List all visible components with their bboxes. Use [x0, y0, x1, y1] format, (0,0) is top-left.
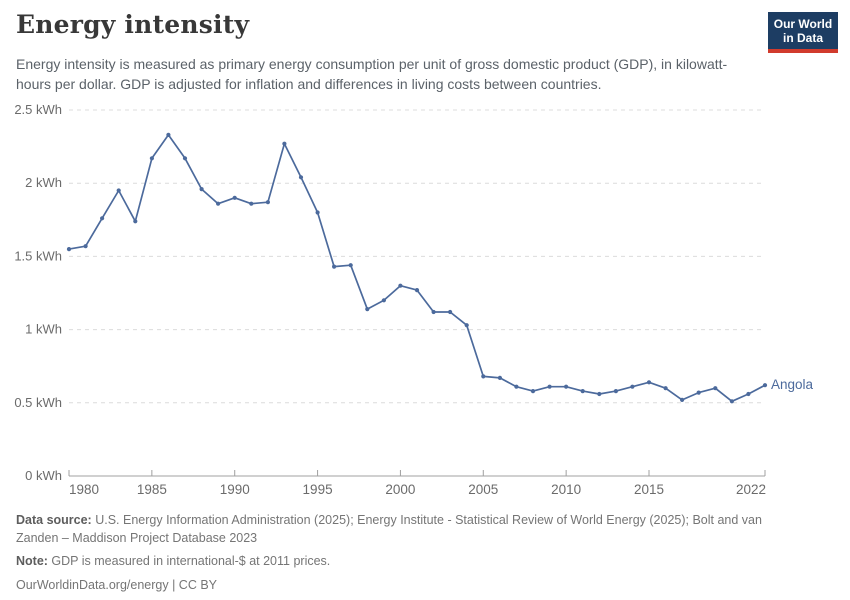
y-axis-tick-label: 2.5 kWh: [14, 102, 62, 117]
data-point[interactable]: [332, 264, 337, 269]
series-label: Angola: [771, 377, 814, 392]
data-point[interactable]: [613, 389, 619, 394]
data-point[interactable]: [365, 307, 370, 312]
data-point[interactable]: [646, 380, 652, 385]
data-point[interactable]: [431, 309, 436, 315]
y-axis-tick-label: 0 kWh: [25, 468, 62, 483]
data-point[interactable]: [265, 200, 270, 205]
data-point[interactable]: [564, 384, 569, 389]
data-point[interactable]: [83, 244, 88, 249]
data-point[interactable]: [680, 397, 685, 402]
data-point[interactable]: [381, 298, 386, 303]
data-point[interactable]: [249, 201, 254, 206]
data-point[interactable]: [116, 188, 121, 193]
data-point[interactable]: [100, 216, 105, 221]
data-point[interactable]: [630, 384, 635, 389]
energy-intensity-line-chart[interactable]: 0 kWh 0.5 kWh 1 kWh 1.5 kWh 2 kWh 2.5 kWh 1980…: [0, 88, 850, 500]
x-axis-tick-label: 1990: [220, 482, 250, 497]
chart-footer: Data source: U.S. Energy Information Adm…: [16, 512, 762, 595]
data-point[interactable]: [216, 201, 221, 206]
data-point[interactable]: [414, 288, 420, 293]
y-axis-tick-label: 2 kWh: [25, 175, 62, 190]
data-point[interactable]: [762, 383, 768, 388]
license-link[interactable]: OurWorldinData.org/energy | CC BY: [16, 578, 218, 593]
data-point[interactable]: [182, 156, 188, 161]
owid-logo-line2: in Data: [782, 31, 823, 45]
data-point[interactable]: [530, 389, 536, 394]
data-point[interactable]: [298, 175, 304, 180]
owid-logo[interactable]: Our World in Data: [768, 12, 838, 53]
chart-subtitle: Energy intensity is measured as primary …: [16, 56, 728, 93]
x-axis-tick-label: 1995: [303, 482, 333, 497]
data-point[interactable]: [232, 195, 237, 200]
data-point[interactable]: [481, 374, 486, 379]
data-point[interactable]: [166, 132, 171, 137]
y-axis-tick-label: 1 kWh: [25, 322, 62, 337]
data-point[interactable]: [497, 375, 502, 380]
data-point[interactable]: [315, 210, 320, 215]
x-axis-tick-label: 2015: [634, 482, 664, 497]
owid-logo-line1: Our World: [773, 17, 833, 31]
data-point[interactable]: [282, 141, 287, 146]
x-axis-tick-label: 1985: [137, 482, 167, 497]
note-text: GDP is measured in international-$ at 20…: [47, 553, 331, 568]
data-point[interactable]: [133, 219, 138, 224]
x-axis-tick-label: 2010: [551, 482, 581, 497]
data-point[interactable]: [398, 283, 403, 288]
data-source-line: Data source: U.S. Energy Information Adm…: [16, 512, 762, 548]
x-axis-tick-label: 2022: [736, 482, 766, 497]
data-point[interactable]: [348, 263, 353, 268]
data-point[interactable]: [199, 187, 204, 192]
data-point[interactable]: [729, 399, 735, 404]
x-axis-tick-label: 2000: [385, 482, 415, 497]
note-line: Note: GDP is measured in international-$…: [16, 553, 762, 571]
data-point[interactable]: [580, 389, 585, 394]
data-point[interactable]: [464, 323, 469, 328]
series-line: [68, 134, 766, 403]
data-point[interactable]: [597, 391, 602, 397]
y-axis-tick-label: 0.5 kWh: [14, 395, 62, 410]
page-title: Energy intensity: [16, 10, 250, 39]
data-source-label: Data source:: [16, 513, 92, 527]
data-point[interactable]: [149, 156, 154, 161]
data-point[interactable]: [448, 309, 453, 315]
data-point[interactable]: [66, 247, 72, 252]
data-point[interactable]: [713, 386, 718, 391]
data-point[interactable]: [514, 384, 519, 389]
y-axis-tick-label: 1.5 kWh: [14, 248, 62, 263]
data-point[interactable]: [696, 390, 701, 395]
x-axis-tick-label: 2005: [468, 482, 498, 497]
note-label: Note:: [16, 553, 48, 568]
data-point[interactable]: [663, 386, 668, 391]
data-source-text: U.S. Energy Information Administration (…: [16, 513, 762, 545]
data-point[interactable]: [547, 384, 552, 389]
x-axis-tick-label: 1980: [69, 482, 99, 497]
data-point[interactable]: [746, 391, 751, 397]
